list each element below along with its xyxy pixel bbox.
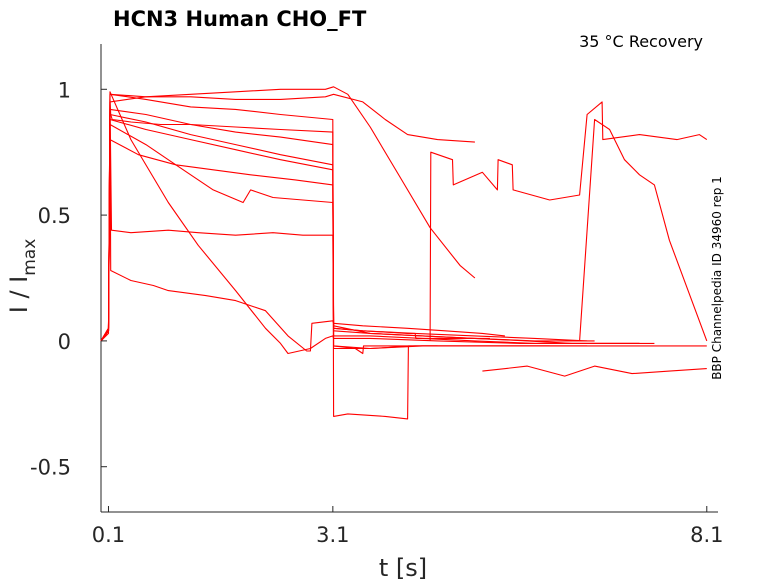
plot-frame [100, 44, 718, 513]
series-line-16 [482, 365, 707, 377]
y-axis-label-main: I / I [5, 276, 33, 314]
series-line-11 [100, 86, 476, 342]
series-line-3 [100, 108, 505, 352]
series-line-12 [100, 93, 475, 342]
y-tick-label-4: -0.5 [30, 456, 71, 480]
y-tick-label-3: 0 [58, 330, 71, 354]
data-layer [100, 86, 708, 420]
y-axis-label-sub: max [20, 239, 40, 276]
chart-title: HCN3 Human CHO_FT [113, 7, 367, 31]
x-tick-label-1: 0.1 [92, 523, 125, 547]
x-ticks: 0.1 3.1 8.1 [92, 506, 723, 547]
series-line-9 [100, 123, 588, 342]
x-tick-label-3: 8.1 [690, 523, 723, 547]
annotation-text: 35 °C Recovery [579, 32, 703, 51]
side-label-group: BBP Channelpedia ID 34960 rep 1 [710, 176, 724, 380]
y-axis-label-group: I / Imax [5, 239, 40, 314]
series-line-6 [100, 108, 707, 350]
series-line-2 [100, 101, 490, 342]
series-line-1 [100, 98, 438, 420]
y-axis-label: I / Imax [5, 239, 40, 314]
series-line-7 [100, 113, 655, 344]
series-line-8 [100, 118, 595, 342]
x-axis-label: t [s] [379, 554, 427, 582]
y-tick-label-1: 1 [58, 78, 71, 102]
side-label: BBP Channelpedia ID 34960 rep 1 [710, 176, 724, 380]
y-ticks: 1 0.5 0 -0.5 [30, 78, 107, 480]
y-tick-label-2: 0.5 [38, 204, 71, 228]
series-line-14 [429, 101, 708, 341]
series-line-15 [579, 118, 708, 342]
series-line-10 [100, 139, 550, 350]
x-tick-label-2: 3.1 [316, 523, 349, 547]
series-line-13 [333, 345, 588, 355]
series-line-4 [100, 91, 640, 355]
